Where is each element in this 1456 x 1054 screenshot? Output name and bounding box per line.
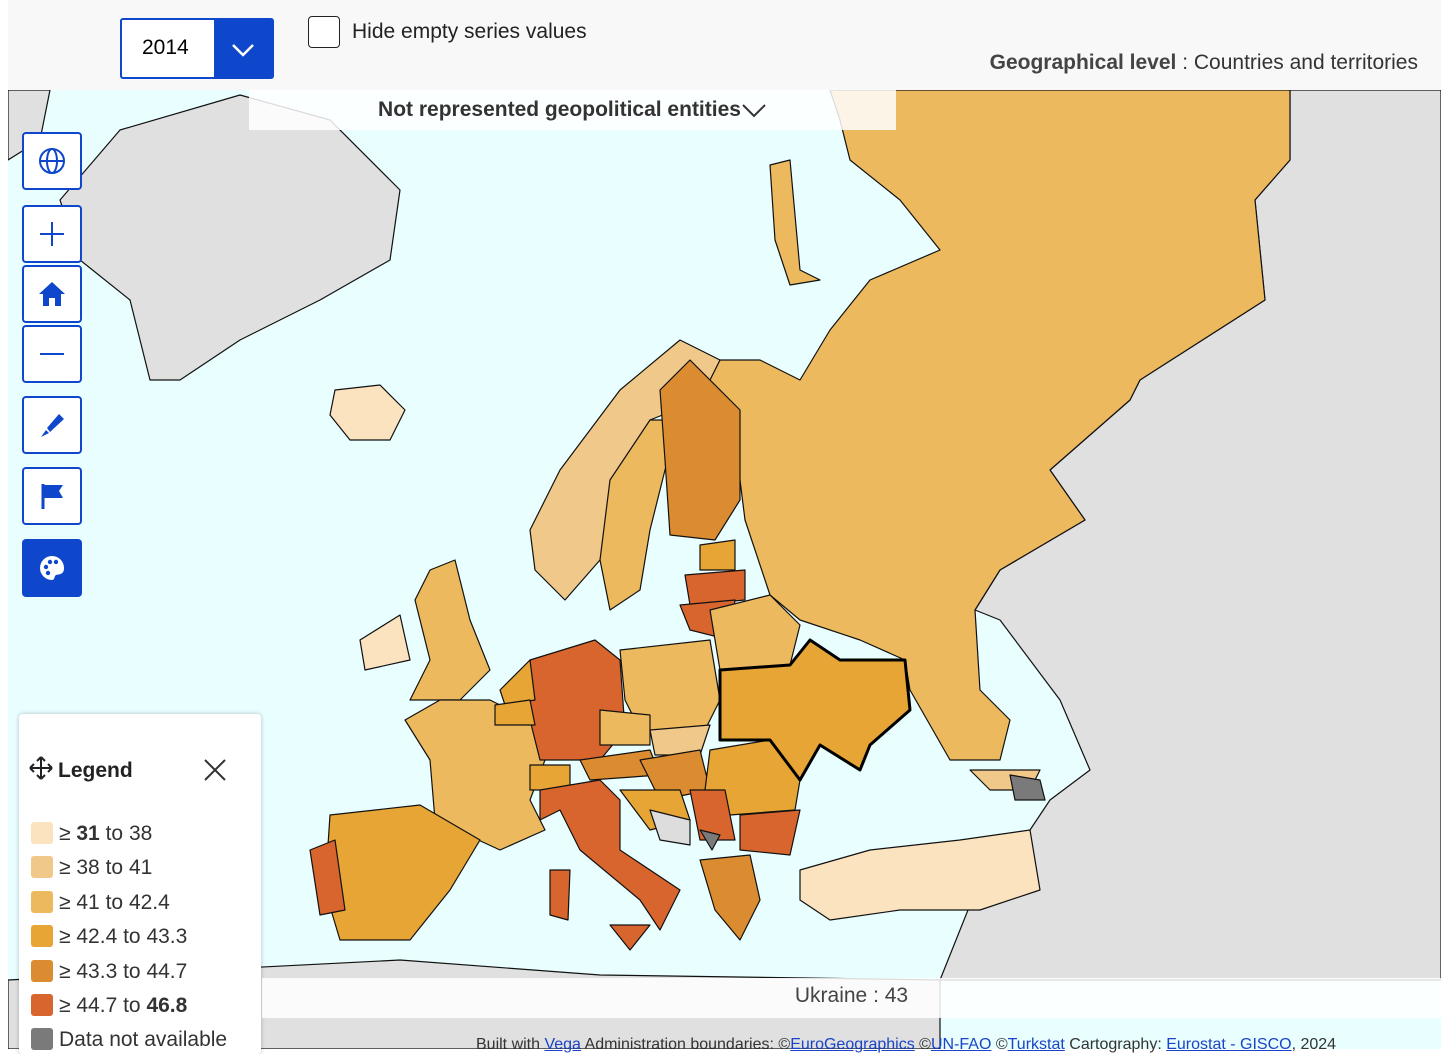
legend-low: 31 bbox=[76, 822, 100, 845]
legend-na-label: Data not available bbox=[59, 1028, 228, 1052]
zoom-out-button[interactable] bbox=[22, 325, 82, 383]
palette-button[interactable] bbox=[22, 539, 82, 597]
credit-text: Built with bbox=[476, 1036, 545, 1053]
credit-link[interactable]: UN-FAO bbox=[930, 1036, 992, 1053]
legend-swatch bbox=[31, 959, 53, 982]
legend-high: 44.7 bbox=[146, 959, 188, 983]
legend-prefix: ≥ bbox=[59, 890, 71, 914]
year-select[interactable]: 2014 bbox=[120, 18, 274, 79]
credit-text: Administration boundaries: © bbox=[580, 1036, 791, 1053]
banner-text: Not represented geopolitical entities bbox=[378, 98, 741, 121]
legend-swatch bbox=[31, 856, 53, 879]
credit-text: Cartography: bbox=[1064, 1036, 1167, 1053]
hide-empty-label: Hide empty series values bbox=[352, 20, 587, 43]
legend-to: to bbox=[105, 856, 124, 880]
credit-text: , 2024 bbox=[1291, 1036, 1337, 1053]
select-arrow bbox=[214, 20, 272, 77]
legend-swatch bbox=[31, 1028, 53, 1051]
home-button[interactable] bbox=[22, 265, 82, 323]
legend: Legend ≥ 31 to 38 ≥ 38 to 41 ≥ 41 to 42.4 ≥… bbox=[19, 714, 261, 1054]
legend-close[interactable] bbox=[203, 758, 227, 782]
highlight-button[interactable] bbox=[22, 396, 82, 454]
legend-prefix: ≥ bbox=[59, 822, 71, 845]
legend-prefix: ≥ bbox=[59, 925, 71, 949]
legend-title: Legend bbox=[58, 759, 133, 782]
legend-swatch bbox=[31, 890, 53, 913]
legend-high: 43.3 bbox=[146, 925, 188, 949]
legend-item: ≥ 31 to 38 bbox=[31, 822, 152, 846]
legend-high: 42.4 bbox=[128, 890, 170, 914]
legend-high: 38 bbox=[128, 822, 153, 845]
legend-swatch bbox=[31, 822, 53, 844]
legend-to: to bbox=[123, 925, 141, 949]
legend-to: to bbox=[105, 822, 124, 845]
credit-text: © bbox=[991, 1036, 1008, 1053]
legend-high: 46.8 bbox=[146, 994, 188, 1017]
hide-empty-checkbox[interactable] bbox=[308, 16, 340, 48]
zoom-in-button[interactable] bbox=[22, 205, 82, 263]
legend-high: 41 bbox=[128, 856, 153, 880]
geo-level-label: Geographical level bbox=[989, 51, 1177, 74]
legend-prefix: ≥ bbox=[59, 959, 71, 983]
credit-link[interactable]: Eurostat - GISCO bbox=[1166, 1036, 1292, 1053]
geo-level: Geographical level : Countries and terri… bbox=[990, 51, 1418, 75]
banner[interactable]: Not represented geopolitical entities bbox=[249, 90, 896, 130]
legend-item: ≥ 38 to 41 bbox=[31, 856, 152, 880]
legend-item: ≥ 43.3 to 44.7 bbox=[31, 959, 188, 984]
legend-to: to bbox=[123, 994, 141, 1017]
legend-low: 43.3 bbox=[76, 959, 118, 983]
legend-swatch bbox=[31, 925, 53, 948]
legend-prefix: ≥ bbox=[59, 856, 71, 880]
legend-to: to bbox=[105, 890, 124, 914]
credit-text: © bbox=[914, 1036, 931, 1053]
tooltip: Ukraine : 43 bbox=[262, 978, 1441, 1018]
legend-low: 41 bbox=[76, 890, 100, 914]
credit-link[interactable]: Turkstat bbox=[1007, 1036, 1065, 1053]
geo-level-value: : Countries and territories bbox=[1182, 51, 1418, 74]
legend-to: to bbox=[123, 959, 141, 983]
flag-button[interactable] bbox=[22, 467, 82, 525]
legend-swatch bbox=[31, 994, 53, 1016]
legend-prefix: ≥ bbox=[59, 994, 71, 1017]
credits: Built with Vega Administration boundarie… bbox=[476, 1036, 1336, 1054]
legend-item: ≥ 41 to 42.4 bbox=[31, 890, 170, 915]
year-value: 2014 bbox=[142, 36, 189, 59]
legend-low: 42.4 bbox=[76, 925, 118, 949]
credit-link[interactable]: Vega bbox=[544, 1036, 581, 1053]
globe-button[interactable] bbox=[22, 132, 82, 190]
legend-item: Data not available bbox=[31, 1028, 227, 1052]
legend-item: ≥ 42.4 to 43.3 bbox=[31, 925, 187, 949]
legend-item: ≥ 44.7 to 46.8 bbox=[31, 994, 187, 1018]
credit-link[interactable]: EuroGeographics bbox=[790, 1036, 915, 1053]
legend-low: 44.7 bbox=[76, 994, 118, 1017]
legend-low: 38 bbox=[76, 856, 100, 880]
